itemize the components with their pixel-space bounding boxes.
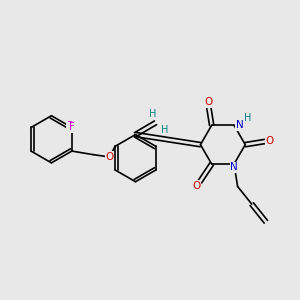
Text: N: N bbox=[230, 162, 238, 172]
Text: F: F bbox=[67, 122, 73, 131]
Text: H: H bbox=[148, 109, 156, 119]
Text: O: O bbox=[105, 152, 114, 162]
Text: H: H bbox=[244, 113, 252, 123]
Text: O: O bbox=[105, 152, 114, 162]
Text: O: O bbox=[266, 136, 274, 146]
Text: H: H bbox=[161, 125, 168, 135]
Text: H: H bbox=[244, 113, 252, 123]
Text: N: N bbox=[236, 120, 243, 130]
Text: F: F bbox=[69, 122, 75, 133]
Text: O: O bbox=[266, 136, 274, 146]
Text: N: N bbox=[230, 162, 238, 172]
Text: F: F bbox=[69, 122, 75, 133]
Text: O: O bbox=[193, 181, 201, 191]
Text: O: O bbox=[105, 152, 114, 162]
Text: N: N bbox=[236, 120, 243, 130]
Text: O: O bbox=[193, 181, 201, 191]
Text: O: O bbox=[204, 97, 213, 107]
Text: O: O bbox=[204, 97, 213, 107]
